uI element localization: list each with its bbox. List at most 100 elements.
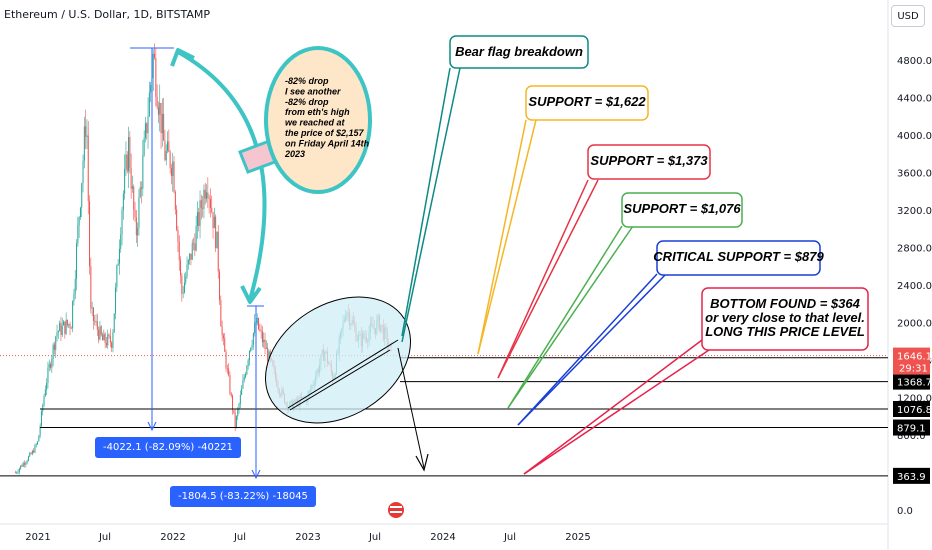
candle-body — [72, 301, 74, 329]
price-tick-label: 2800.0 — [897, 243, 932, 254]
candle-body — [220, 300, 222, 327]
candle-body — [237, 409, 239, 417]
candle-body — [118, 248, 120, 264]
candle-body — [198, 212, 200, 227]
candle-body — [216, 231, 218, 249]
candle-body — [83, 126, 85, 161]
note-text-line: I see another — [285, 86, 341, 96]
candle-body — [173, 161, 175, 193]
candle-body — [167, 141, 169, 151]
breakdown-arrow-line — [397, 347, 425, 469]
candle-body — [234, 412, 236, 428]
candle-body — [144, 123, 146, 138]
candle-body — [185, 276, 187, 283]
candle-body — [194, 243, 196, 251]
time-tick-label: 2022 — [160, 532, 185, 543]
candle-body — [122, 193, 124, 211]
bear-flag-text: Bear flag breakdown — [455, 44, 583, 59]
candle-body — [254, 322, 256, 333]
candle-body — [187, 260, 189, 265]
price-level-tag — [893, 419, 930, 436]
grid-lines — [0, 0, 889, 550]
candle-body — [103, 333, 105, 341]
price-tick-label: 1200.0 — [897, 393, 932, 404]
candle-body — [22, 463, 24, 467]
candle-body — [225, 351, 227, 369]
candle-body — [189, 253, 191, 261]
candle-body — [25, 462, 27, 465]
candle-body — [263, 339, 265, 343]
bottom-found-text: BOTTOM FOUND = $364 — [710, 296, 860, 311]
candle-body — [238, 403, 240, 410]
candle-body — [235, 416, 237, 428]
candle-body — [40, 411, 42, 426]
support-2-text: SUPPORT = $1,373 — [590, 153, 708, 168]
candle-body — [159, 102, 161, 115]
candle-body — [141, 187, 143, 189]
candle-body — [256, 318, 258, 324]
candle-body — [190, 253, 192, 260]
candle-body — [160, 102, 162, 134]
candle-body — [126, 154, 128, 172]
candle-body — [211, 207, 213, 213]
currency-button[interactable]: USD — [891, 5, 925, 27]
candle-body — [226, 368, 228, 370]
bar-countdown-label: 29:31 — [899, 364, 928, 375]
candle-body — [57, 331, 59, 333]
candle-body — [199, 200, 201, 227]
symbol-title[interactable]: Ethereum / U.S. Dollar, 1D, BITSTAMP — [4, 8, 210, 21]
candle-body — [229, 375, 231, 394]
candle-body — [180, 260, 182, 276]
candle-body — [154, 53, 156, 58]
candle-body — [133, 186, 135, 211]
candle-body — [125, 154, 127, 170]
candle-body — [14, 472, 16, 474]
candle-body — [250, 348, 252, 351]
candle-body — [20, 465, 22, 469]
time-axis[interactable]: 2021 Jul 2022 Jul 2023 Jul 2024 Jul 2025 — [25, 532, 590, 543]
candle-body — [99, 326, 101, 340]
candle-body — [69, 324, 71, 329]
candle-body — [245, 374, 247, 377]
flag-channel-lower — [289, 349, 391, 411]
candle-body — [142, 155, 144, 189]
candle-body — [170, 168, 172, 176]
candle-body — [18, 468, 20, 473]
flag-channel-upper — [287, 339, 399, 409]
candle-body — [129, 137, 131, 169]
candle-body — [108, 334, 110, 336]
candle-body — [202, 207, 204, 209]
candle-body — [104, 333, 106, 343]
candle-body — [191, 243, 193, 260]
measure-label-1: -4022.1 (-82.09%) -40221 — [95, 437, 241, 458]
price-axis[interactable]: 4800.0 4400.0 4000.0 3600.0 3200.0 2800.0 2400… — [893, 56, 932, 517]
candle-body — [90, 266, 92, 309]
measure-label-2: -1804.5 (-83.22%) -18045 — [170, 486, 316, 507]
candle-body — [51, 358, 53, 368]
candle-body — [52, 344, 54, 359]
candle-body — [178, 241, 180, 261]
candle-body — [76, 243, 78, 279]
candle-body — [86, 135, 88, 137]
current-price-label: 1646.1 — [897, 352, 932, 363]
candle-body — [102, 334, 104, 341]
support-1-pointer-1 — [477, 119, 527, 355]
price-tick-label: 3600.0 — [897, 168, 932, 179]
candle-body — [195, 226, 197, 251]
candle-body — [38, 435, 40, 442]
candle-body — [204, 189, 206, 199]
time-tick-label: Jul — [368, 532, 381, 543]
candle-body — [258, 318, 260, 330]
candle-body — [168, 141, 170, 153]
support-2-box — [587, 144, 711, 180]
candle-body — [74, 278, 76, 294]
price-level-tag — [893, 467, 930, 484]
candle-body — [120, 234, 122, 249]
candle-body — [47, 367, 49, 384]
candle-body — [55, 336, 57, 350]
price-tick-label: 2000.0 — [897, 318, 932, 329]
note-text-line: the price of $2,157 — [285, 128, 365, 138]
candle-body — [24, 463, 26, 465]
time-tick-label: Jul — [98, 532, 111, 543]
